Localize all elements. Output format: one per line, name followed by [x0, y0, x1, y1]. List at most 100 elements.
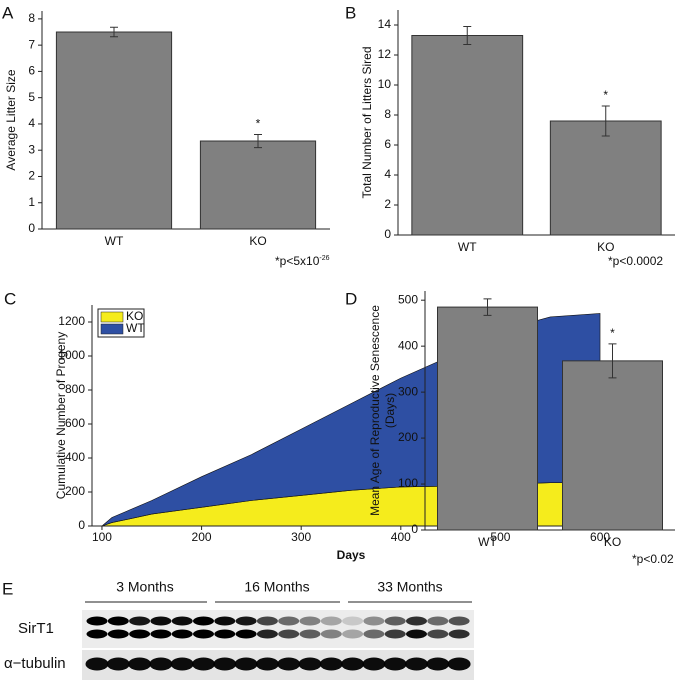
- band: [277, 657, 301, 671]
- y-tick-label: 4: [28, 116, 35, 130]
- y-tick-label: 400: [398, 338, 418, 352]
- error-bar: [254, 133, 262, 149]
- band: [320, 629, 342, 639]
- band: [383, 657, 407, 671]
- y-axis-label: Mean Age of Reproductive Senescence: [368, 305, 382, 516]
- band: [171, 629, 193, 639]
- x-tick-label: WT: [105, 234, 124, 248]
- band: [426, 657, 450, 671]
- y-tick-label: 500: [398, 292, 418, 306]
- x-tick-label: KO: [597, 240, 614, 254]
- band: [362, 657, 386, 671]
- band: [213, 657, 237, 671]
- band: [319, 657, 343, 671]
- band: [384, 616, 406, 626]
- y-tick-label: 2: [28, 169, 35, 183]
- y-tick-label: 200: [65, 484, 85, 498]
- error-bar: [483, 298, 492, 316]
- y-tick-label: 200: [398, 430, 418, 444]
- x-tick-label: 500: [490, 530, 510, 544]
- y-tick-label: 0: [28, 221, 35, 235]
- y-tick-label: 0: [384, 227, 391, 241]
- group-label: 3 Months: [116, 579, 174, 595]
- x-tick-label: 100: [92, 530, 112, 544]
- footnote-exponent: -26: [319, 255, 329, 262]
- annotation: *: [610, 326, 615, 340]
- band: [342, 616, 364, 626]
- panel-letter: C: [4, 289, 16, 308]
- bar: [55, 31, 173, 230]
- band: [129, 616, 151, 626]
- annotation: *: [256, 117, 261, 131]
- bar: [437, 306, 538, 531]
- x-tick-label: KO: [604, 535, 621, 549]
- y-tick-label: 600: [65, 416, 85, 430]
- panel-letter: B: [345, 3, 356, 22]
- panel-letter: D: [345, 289, 357, 308]
- y-tick-label: 2: [384, 197, 391, 211]
- y-tick-label: 1000: [58, 348, 85, 362]
- y-tick-label: 3: [28, 142, 35, 156]
- y-tick-label: 10: [378, 77, 392, 91]
- y-axis-label: Average Litter Size: [4, 69, 18, 170]
- panel-letter: A: [2, 3, 14, 22]
- band: [406, 629, 427, 639]
- band: [278, 616, 300, 626]
- band: [299, 629, 321, 639]
- band: [448, 616, 470, 626]
- y-tick-label: 7: [28, 37, 35, 51]
- band: [342, 629, 364, 639]
- band: [341, 657, 365, 671]
- y-tick-label: 100: [398, 476, 418, 490]
- band: [86, 629, 108, 639]
- band: [149, 657, 173, 671]
- band: [214, 616, 236, 626]
- legend-label: KO: [126, 309, 143, 323]
- band: [256, 629, 278, 639]
- band: [193, 629, 214, 639]
- error-bar: [110, 26, 118, 38]
- x-tick-label: KO: [249, 234, 266, 248]
- bar: [549, 120, 662, 236]
- band: [427, 629, 449, 639]
- annotation: *: [603, 88, 608, 102]
- band: [171, 616, 193, 626]
- y-tick-label: 1200: [58, 314, 85, 328]
- y-axis-label: (Days): [383, 393, 397, 428]
- legend-label: WT: [126, 321, 145, 335]
- bar: [199, 140, 317, 230]
- band: [150, 616, 172, 626]
- group-label: 16 Months: [244, 579, 309, 595]
- bar: [411, 35, 524, 236]
- band: [447, 657, 471, 671]
- y-tick-label: 0: [78, 518, 85, 532]
- legend-swatch: [100, 323, 124, 335]
- y-tick-label: 6: [28, 64, 35, 78]
- footnote-text: *p<5x10: [275, 254, 320, 268]
- band: [256, 616, 278, 626]
- band: [235, 629, 257, 639]
- blot: E 3 Months 16 Months 33 Months SirT1 α−t…: [2, 579, 474, 680]
- footnote-text: *p<0.0002: [608, 254, 663, 268]
- y-axis-label: Total Number of Litters Sired: [360, 46, 374, 198]
- band: [192, 657, 215, 671]
- band: [193, 616, 214, 626]
- y-tick-label: 4: [384, 167, 391, 181]
- band: [298, 657, 322, 671]
- band: [278, 629, 300, 639]
- band: [320, 616, 342, 626]
- band: [214, 629, 236, 639]
- band: [107, 629, 129, 639]
- band: [299, 616, 321, 626]
- row-label: SirT1: [18, 620, 54, 637]
- legend-swatch: [100, 311, 124, 323]
- y-tick-label: 8: [384, 107, 391, 121]
- band: [129, 629, 151, 639]
- band: [106, 657, 130, 671]
- y-axis-label: Cumulative Number of Progeny: [54, 332, 68, 499]
- x-tick-label: WT: [478, 535, 497, 549]
- footnote: *p<0.0002: [608, 254, 663, 268]
- y-tick-label: 1: [28, 195, 35, 209]
- x-tick-label: 300: [291, 530, 311, 544]
- band: [170, 657, 194, 671]
